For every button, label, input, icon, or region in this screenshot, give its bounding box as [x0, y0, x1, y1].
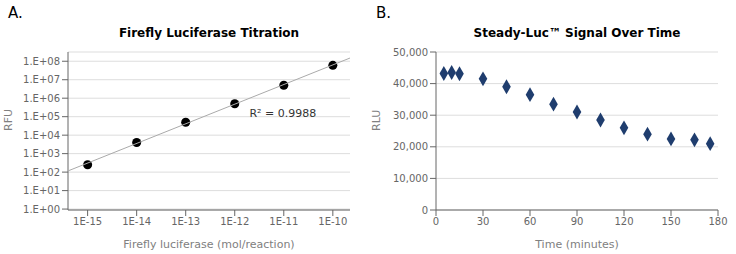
svg-text:1E-13: 1E-13 — [171, 216, 200, 227]
svg-text:RFU: RFU — [2, 109, 15, 131]
svg-text:1.E+07: 1.E+07 — [23, 74, 60, 85]
svg-text:Firefly luciferase (mol/reacti: Firefly luciferase (mol/reaction) — [123, 238, 294, 251]
svg-text:1E-10: 1E-10 — [318, 216, 347, 227]
svg-text:30,000: 30,000 — [393, 110, 428, 121]
svg-text:1.E+03: 1.E+03 — [23, 148, 60, 159]
svg-text:60: 60 — [524, 216, 537, 227]
svg-text:1.E+06: 1.E+06 — [23, 93, 60, 104]
svg-text:10,000: 10,000 — [393, 173, 428, 184]
svg-text:1.E+04: 1.E+04 — [23, 130, 60, 141]
svg-text:Time (minutes): Time (minutes) — [534, 238, 619, 251]
svg-text:0: 0 — [433, 216, 439, 227]
svg-text:R² = 0.9988: R² = 0.9988 — [249, 107, 316, 120]
html-text:Firefly Luciferase Titration: Firefly Luciferase Titration — [118, 26, 300, 40]
html-text:Steady-Luc™ Signal Over Time: Steady-Luc™ Signal Over Time — [473, 26, 681, 40]
svg-text:1.E+08: 1.E+08 — [23, 56, 60, 67]
svg-text:RLU: RLU — [370, 110, 383, 131]
svg-text:1.E+05: 1.E+05 — [23, 111, 60, 122]
html-text:A.: A. — [8, 4, 23, 22]
svg-text:1E-15: 1E-15 — [73, 216, 102, 227]
svg-text:180: 180 — [708, 216, 727, 227]
svg-text:40,000: 40,000 — [393, 78, 428, 89]
svg-text:20,000: 20,000 — [393, 141, 428, 152]
svg-text:90: 90 — [571, 216, 584, 227]
svg-text:0: 0 — [422, 205, 428, 216]
svg-text:150: 150 — [661, 216, 680, 227]
html-text:B.: B. — [376, 4, 392, 22]
svg-text:120: 120 — [614, 216, 633, 227]
svg-text:1E-14: 1E-14 — [122, 216, 151, 227]
svg-text:50,000: 50,000 — [393, 47, 428, 58]
svg-text:1.E+01: 1.E+01 — [23, 185, 60, 196]
svg-text:30: 30 — [477, 216, 490, 227]
svg-text:1.E+02: 1.E+02 — [23, 167, 60, 178]
svg-text:1E-11: 1E-11 — [269, 216, 298, 227]
svg-text:1E-12: 1E-12 — [220, 216, 249, 227]
svg-text:1.E+00: 1.E+00 — [23, 204, 60, 215]
